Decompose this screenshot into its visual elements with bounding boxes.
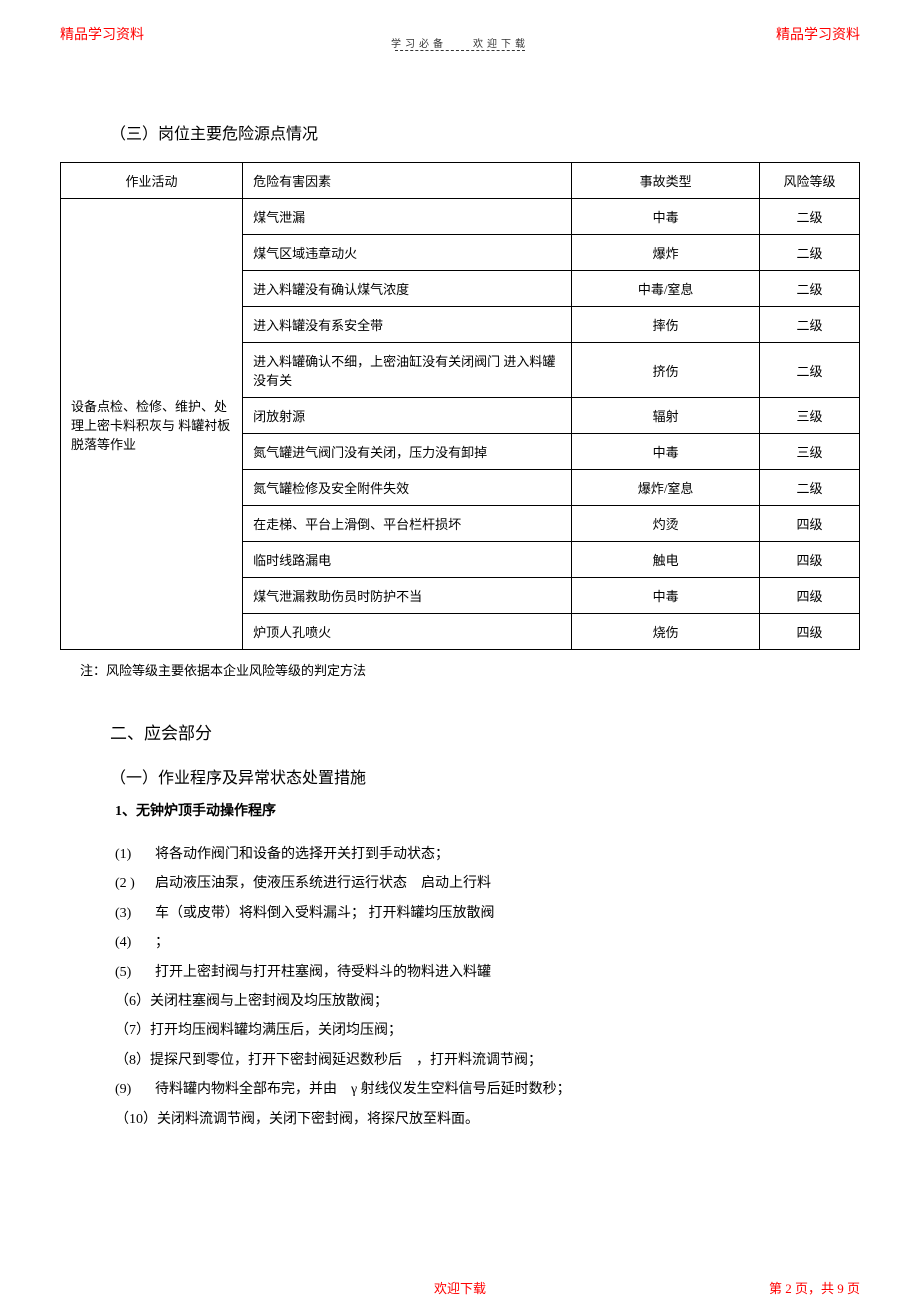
hazard-cell: 炉顶人孔喷火 (243, 614, 572, 650)
list-item: （10）关闭料流调节阀，关闭下密封阀，将探尺放至料面。 (115, 1105, 860, 1134)
risk-cell: 二级 (760, 235, 860, 271)
th-hazard: 危险有害因素 (243, 163, 572, 199)
accident-cell: 摔伤 (572, 307, 760, 343)
accident-cell: 爆炸 (572, 235, 760, 271)
hazard-table: 作业活动 危险有害因素 事故类型 风险等级 设备点检、检修、维护、处理上密卡料积… (60, 162, 860, 650)
risk-cell: 二级 (760, 199, 860, 235)
center-underline (395, 50, 525, 51)
steps-list: (1)将各动作阀门和设备的选择开关打到手动状态；(2 )启动液压油泵，使液压系统… (115, 840, 860, 1134)
accident-cell: 灼烫 (572, 506, 760, 542)
list-item: (9)待料罐内物料全部布完，并由 γ 射线仪发生空料信号后延时数秒； (115, 1075, 860, 1104)
list-item: (2 )启动液压油泵，使液压系统进行运行状态 启动上行料 (115, 869, 860, 898)
item1-title-text: 1、无钟炉顶手动操作程序 (115, 804, 276, 819)
th-accident: 事故类型 (572, 163, 760, 199)
list-num: (5) (115, 958, 155, 987)
activity-cell: 设备点检、检修、维护、处理上密卡料积灰与 料罐衬板 脱落等作业 (61, 199, 243, 650)
list-num: (4) (115, 928, 155, 957)
risk-cell: 二级 (760, 343, 860, 398)
list-num: (2 ) (115, 869, 155, 898)
th-risk: 风险等级 (760, 163, 860, 199)
accident-cell: 中毒 (572, 434, 760, 470)
hazard-cell: 氮气罐检修及安全附件失效 (243, 470, 572, 506)
risk-cell: 四级 (760, 506, 860, 542)
hazard-cell: 氮气罐进气阀门没有关闭，压力没有卸掉 (243, 434, 572, 470)
accident-cell: 挤伤 (572, 343, 760, 398)
hazard-cell: 闭放射源 (243, 398, 572, 434)
hazard-cell: 煤气泄漏 (243, 199, 572, 235)
accident-cell: 中毒 (572, 578, 760, 614)
th-activity: 作业活动 (61, 163, 243, 199)
header-right-label: 精品学习资料 (776, 24, 860, 44)
list-num: (9) (115, 1075, 155, 1104)
list-item: (4)； (115, 928, 860, 957)
list-num: (3) (115, 899, 155, 928)
list-item: （8）提探尺到零位，打开下密封阀延迟数秒后 ，打开料流调节阀； (115, 1046, 860, 1075)
list-item: （6）关闭柱塞阀与上密封阀及均压放散阀； (115, 987, 860, 1016)
table-row: 设备点检、检修、维护、处理上密卡料积灰与 料罐衬板 脱落等作业煤气泄漏中毒二级 (61, 199, 860, 235)
list-text: 车（或皮带）将料倒入受料漏斗； 打开料罐均压放散阀 (155, 899, 495, 928)
top-center-text: 学习必备 欢迎下载 (391, 35, 529, 50)
list-item: (1)将各动作阀门和设备的选择开关打到手动状态； (115, 840, 860, 869)
accident-cell: 烧伤 (572, 614, 760, 650)
accident-cell: 爆炸/窒息 (572, 470, 760, 506)
risk-cell: 二级 (760, 307, 860, 343)
risk-cell: 四级 (760, 542, 860, 578)
section2-sub1-title: （一）作业程序及异常状态处置措施 (110, 764, 860, 788)
hazard-cell: 临时线路漏电 (243, 542, 572, 578)
hazard-cell: 进入料罐没有系安全带 (243, 307, 572, 343)
list-item: （7）打开均压阀料罐均满压后，关闭均压阀； (115, 1016, 860, 1045)
item1-title: 1、无钟炉顶手动操作程序 (115, 800, 860, 820)
hazard-cell: 进入料罐没有确认煤气浓度 (243, 271, 572, 307)
hazard-cell: 煤气泄漏救助伤员时防护不当 (243, 578, 572, 614)
footer-center: 欢迎下载 (434, 1278, 486, 1297)
accident-cell: 中毒/窒息 (572, 271, 760, 307)
table-header-row: 作业活动 危险有害因素 事故类型 风险等级 (61, 163, 860, 199)
center-right-text: 欢迎下载 (473, 39, 529, 50)
list-text: （10）关闭料流调节阀，关闭下密封阀，将探尺放至料面。 (115, 1105, 479, 1134)
center-left-text: 学习必备 (391, 39, 447, 50)
list-text: （7）打开均压阀料罐均满压后，关闭均压阀； (115, 1016, 402, 1045)
accident-cell: 触电 (572, 542, 760, 578)
accident-cell: 中毒 (572, 199, 760, 235)
footer-right: 第 2 页，共 9 页 (769, 1278, 860, 1297)
list-text: 启动液压油泵，使液压系统进行运行状态 启动上行料 (155, 869, 491, 898)
list-text: （8）提探尺到零位，打开下密封阀延迟数秒后 ，打开料流调节阀； (115, 1046, 542, 1075)
list-text: 待料罐内物料全部布完，并由 γ 射线仪发生空料信号后延时数秒； (155, 1075, 571, 1104)
risk-cell: 三级 (760, 398, 860, 434)
accident-cell: 辐射 (572, 398, 760, 434)
hazard-cell: 煤气区域违章动火 (243, 235, 572, 271)
list-text: （6）关闭柱塞阀与上密封阀及均压放散阀； (115, 987, 388, 1016)
risk-cell: 二级 (760, 271, 860, 307)
section2-title: 二、应会部分 (110, 719, 860, 744)
risk-cell: 四级 (760, 614, 860, 650)
section3-title: （三）岗位主要危险源点情况 (110, 120, 860, 144)
list-text: ； (155, 928, 169, 957)
risk-cell: 三级 (760, 434, 860, 470)
table-note: 注：风险等级主要依据本企业风险等级的判定方法 (80, 660, 860, 679)
list-item: (5)打开上密封阀与打开柱塞阀，待受料斗的物料进入料罐 (115, 958, 860, 987)
list-text: 打开上密封阀与打开柱塞阀，待受料斗的物料进入料罐 (155, 958, 491, 987)
list-num: (1) (115, 840, 155, 869)
list-item: (3)车（或皮带）将料倒入受料漏斗； 打开料罐均压放散阀 (115, 899, 860, 928)
hazard-cell: 在走梯、平台上滑倒、平台栏杆损坏 (243, 506, 572, 542)
header-left-label: 精品学习资料 (60, 24, 144, 44)
hazard-cell: 进入料罐确认不细，上密油缸没有关闭阀门 进入料罐没有关 (243, 343, 572, 398)
list-text: 将各动作阀门和设备的选择开关打到手动状态； (155, 840, 449, 869)
risk-cell: 二级 (760, 470, 860, 506)
risk-cell: 四级 (760, 578, 860, 614)
